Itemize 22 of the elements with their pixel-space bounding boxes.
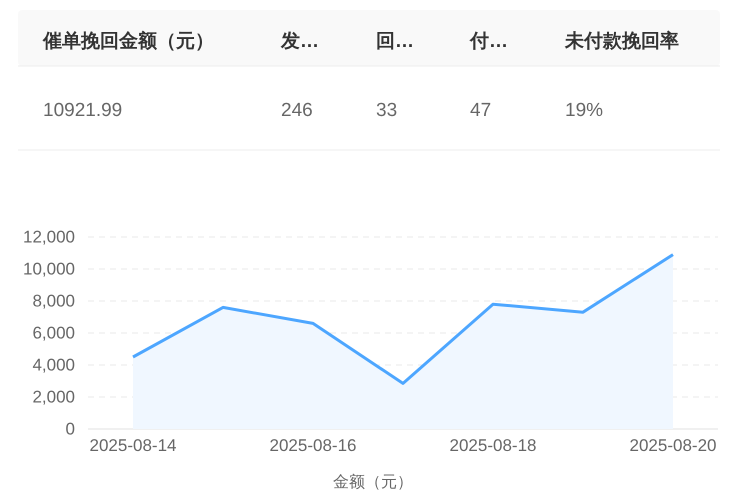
y-tick-label: 4,000 xyxy=(32,355,75,374)
text: 19% xyxy=(565,100,604,121)
text: 10921.99 xyxy=(43,100,122,121)
category-label: 回… xyxy=(376,31,414,52)
category-label: 催单挽回金额（元） xyxy=(42,30,214,52)
category-label: 未付款挽回率 xyxy=(564,30,679,52)
text: 33 xyxy=(376,100,398,121)
y-tick-label: 8,000 xyxy=(32,291,75,310)
y-tick-label: 0 xyxy=(66,419,75,438)
x-axis-title: 金额（元） xyxy=(333,473,413,491)
text: 246 xyxy=(281,100,313,121)
x-tick-label: 2025-08-14 xyxy=(90,436,176,456)
text: 47 xyxy=(470,100,492,121)
category-label: 付… xyxy=(469,31,508,52)
x-tick-label: 2025-08-16 xyxy=(270,436,356,456)
y-tick-label: 12,000 xyxy=(23,227,75,246)
x-tick-label: 2025-08-18 xyxy=(450,436,536,456)
category-label: 发… xyxy=(280,31,319,52)
y-tick-label: 6,000 xyxy=(32,323,75,342)
y-tick-label: 10,000 xyxy=(23,259,75,278)
x-tick-label: 2025-08-20 xyxy=(630,436,716,456)
y-tick-label: 2,000 xyxy=(32,387,75,406)
